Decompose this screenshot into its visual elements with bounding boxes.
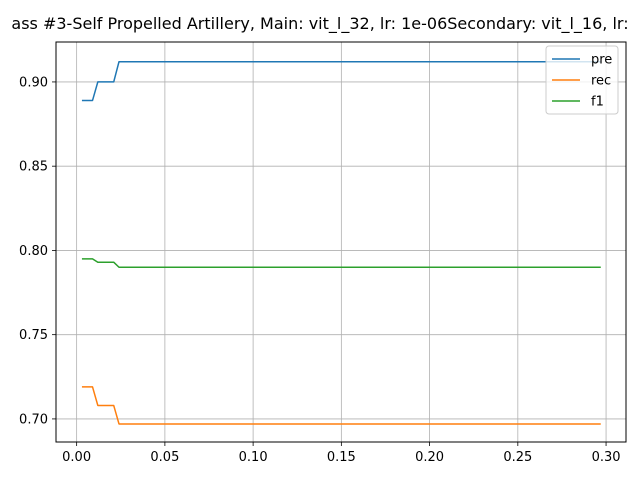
x-tick-label: 0.25 <box>503 450 532 465</box>
legend-label-f1: f1 <box>591 95 604 110</box>
y-tick-label: 0.85 <box>19 160 48 175</box>
legend-label-rec: rec <box>591 74 611 89</box>
series-lines <box>81 60 601 425</box>
x-tick-label: 0.20 <box>415 450 444 465</box>
y-tick-label: 0.75 <box>19 328 48 343</box>
x-tick-label: 0.30 <box>592 450 621 465</box>
y-tick-label: 0.90 <box>19 75 48 90</box>
grid-lines <box>56 42 626 442</box>
series-line-rec <box>81 386 601 425</box>
chart-title: ass #3-Self Propelled Artillery, Main: v… <box>11 14 628 34</box>
legend: pre rec f1 <box>545 45 619 115</box>
legend-box <box>545 45 619 115</box>
axis-ticks: 0.00 0.05 0.10 0.15 0.20 0.25 0.30 0.70 0.75 0.80… <box>19 75 620 465</box>
y-tick-label: 0.70 <box>19 412 48 427</box>
legend-label-pre: pre <box>591 53 612 68</box>
x-tick-label: 0.15 <box>327 450 356 465</box>
series-line-pre <box>81 60 601 102</box>
x-tick-label: 0.10 <box>239 450 268 465</box>
series-line-f1 <box>81 258 601 269</box>
x-tick-label: 0.00 <box>62 450 91 465</box>
x-tick-label: 0.05 <box>150 450 179 465</box>
y-tick-label: 0.80 <box>19 244 48 259</box>
